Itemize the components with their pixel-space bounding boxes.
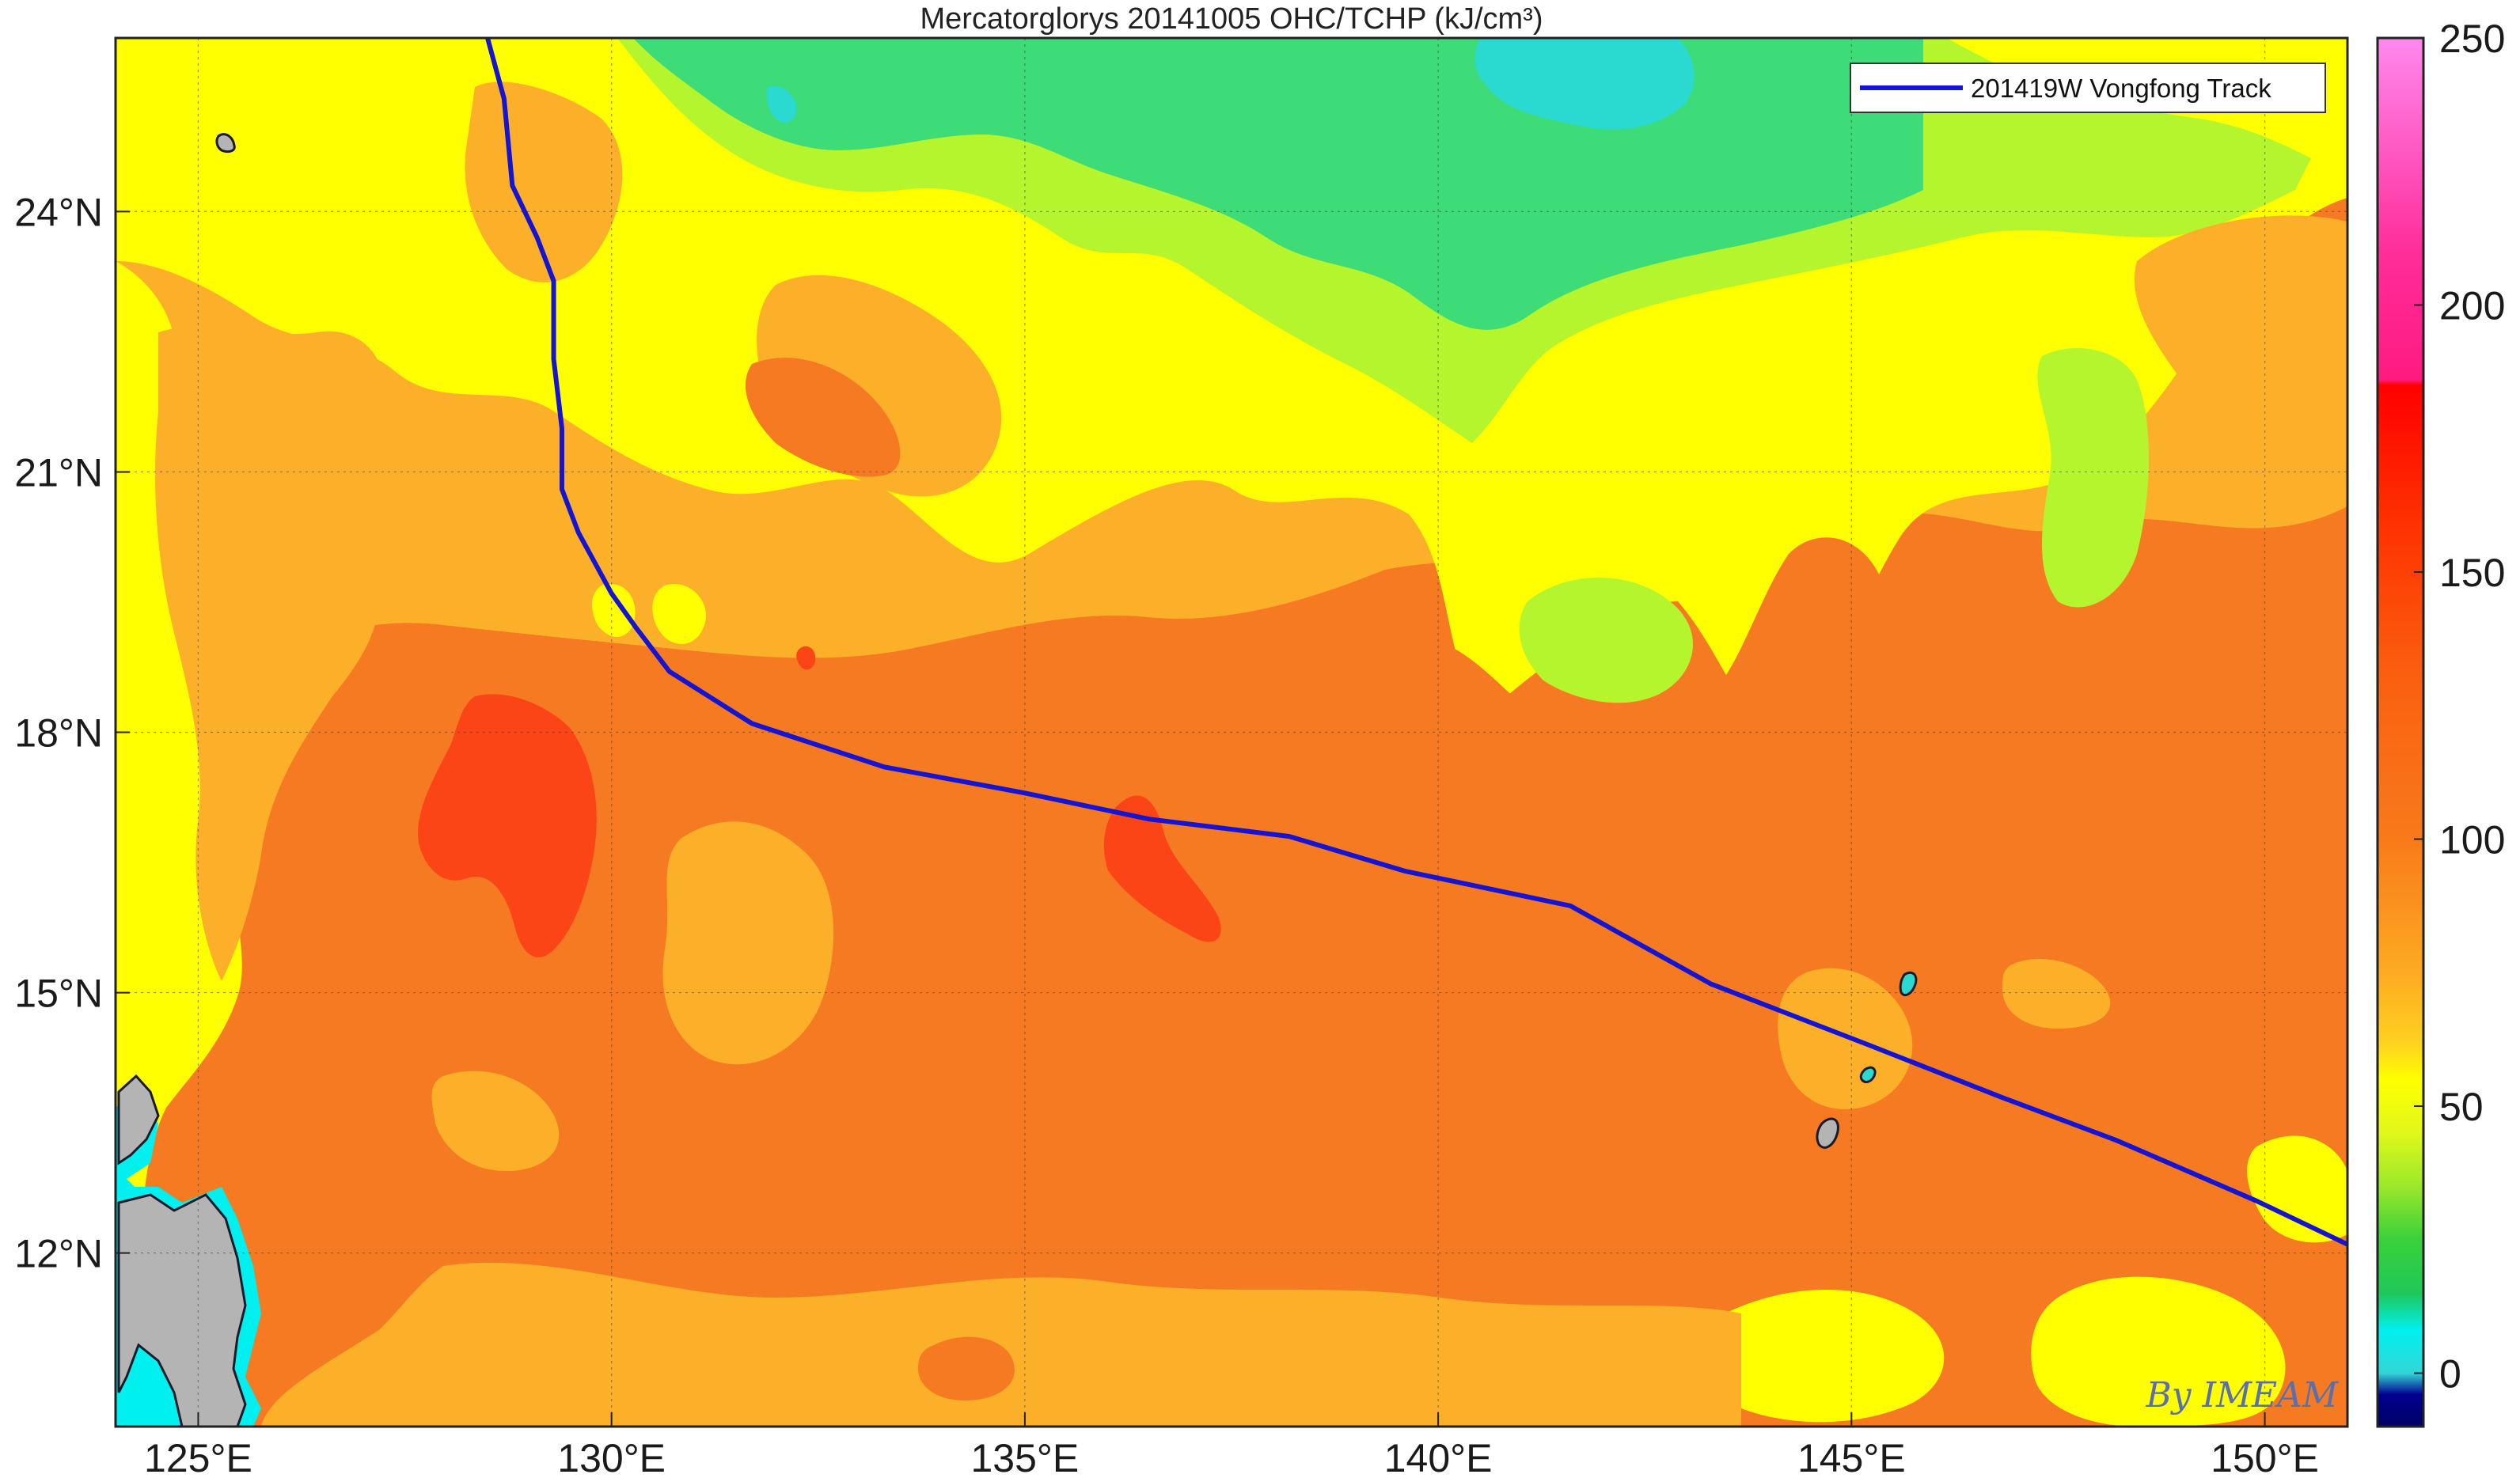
- map-gridlines: [116, 38, 2347, 1427]
- ohc-field-red-small: [796, 646, 816, 670]
- legend-label: 201419W Vongfong Track: [1971, 74, 2271, 103]
- lon-tick-label: 140°E: [1384, 1436, 1493, 1478]
- ohc-map: 201419W Vongfong Track By IMEAM: [114, 36, 2349, 1428]
- land-islet-b: [1899, 971, 1918, 997]
- legend: 201419W Vongfong Track: [1850, 63, 2326, 113]
- ohc-field-cyan-north: [1474, 38, 1695, 130]
- ohc-field-lightorange-blob-b: [431, 1071, 560, 1171]
- colorbar-tick-labels: 0 50 100 150 200 250: [2414, 17, 2505, 1397]
- credit-watermark: By IMEAM: [2145, 1375, 2339, 1415]
- land-islet-d: [215, 133, 236, 153]
- lon-tick-label: 125°E: [144, 1436, 252, 1478]
- ohc-field-yellow-blob-b: [592, 584, 636, 637]
- ohc-field-lightorange-blob-c: [2002, 958, 2111, 1029]
- ohc-field-lightorange-blob-d: [1778, 968, 1913, 1109]
- typhoon-track: [485, 38, 2347, 1247]
- colorbar-tick-label: 200: [2439, 284, 2505, 328]
- land-islet-c: [1859, 1066, 1877, 1083]
- colorbar-tick-label: 150: [2439, 551, 2505, 595]
- ohc-field-lightorange-west: [155, 326, 385, 981]
- ohc-field-orange-north-d: [745, 358, 901, 477]
- lon-tick-label: 135°E: [970, 1436, 1079, 1478]
- colorbar-tick-label: 0: [2439, 1352, 2461, 1397]
- lat-tick-label: 15°N: [14, 972, 103, 1016]
- land-grey: [117, 1074, 247, 1427]
- chart-title: Mercatorglorys 20141005 OHC/TCHP (kJ/cm³…: [920, 2, 1543, 36]
- lat-tick-label: 24°N: [14, 190, 103, 234]
- ohc-field-yellow-south-a: [1702, 1290, 1945, 1423]
- ohc-field-orange-south-blob: [918, 1336, 1015, 1400]
- ohc-field-lightgreen-east: [2037, 348, 2149, 608]
- ohc-field-yellow-south-b: [2031, 1276, 2286, 1427]
- ohc-field-lightorange-blob-a: [662, 821, 834, 1065]
- ohc-field-orange-north-a: [465, 81, 623, 282]
- lat-tick-label: 21°N: [14, 450, 103, 495]
- lat-tick-label: 18°N: [14, 711, 103, 756]
- colorbar-tick-label: 250: [2439, 17, 2505, 61]
- ohc-field-red-west: [418, 694, 597, 957]
- colorbar-tick-label: 100: [2439, 818, 2505, 862]
- map-frame: [114, 36, 2349, 1428]
- ohc-field-orange-north-b: [2134, 215, 2347, 480]
- ohc-field-lightorange-south: [261, 1262, 1741, 1427]
- lon-tick-label: 130°E: [557, 1436, 666, 1478]
- ohc-field-red-center: [1103, 795, 1221, 942]
- lat-tick-labels: 24°N 21°N 18°N 15°N 12°N: [14, 190, 103, 1275]
- lon-tick-label: 150°E: [2211, 1436, 2319, 1478]
- ohc-field-cyan-small: [766, 85, 797, 123]
- colorbar: 0 50 100 150 200 250: [2376, 17, 2505, 1428]
- lon-tick-labels: 125°E 130°E 135°E 140°E 145°E 150°E: [144, 1436, 2319, 1478]
- ohc-field-yellow-south-c: [2247, 1135, 2347, 1243]
- ohc-field-lightgreen-center: [1519, 578, 1693, 703]
- colorbar-gradient: [2376, 36, 2425, 1428]
- ohc-field-yellow-blob-a: [652, 584, 706, 644]
- lon-tick-label: 145°E: [1797, 1436, 1906, 1478]
- land-islet-a: [1816, 1117, 1839, 1149]
- colorbar-tick-label: 50: [2439, 1085, 2484, 1129]
- lat-tick-label: 12°N: [14, 1232, 103, 1276]
